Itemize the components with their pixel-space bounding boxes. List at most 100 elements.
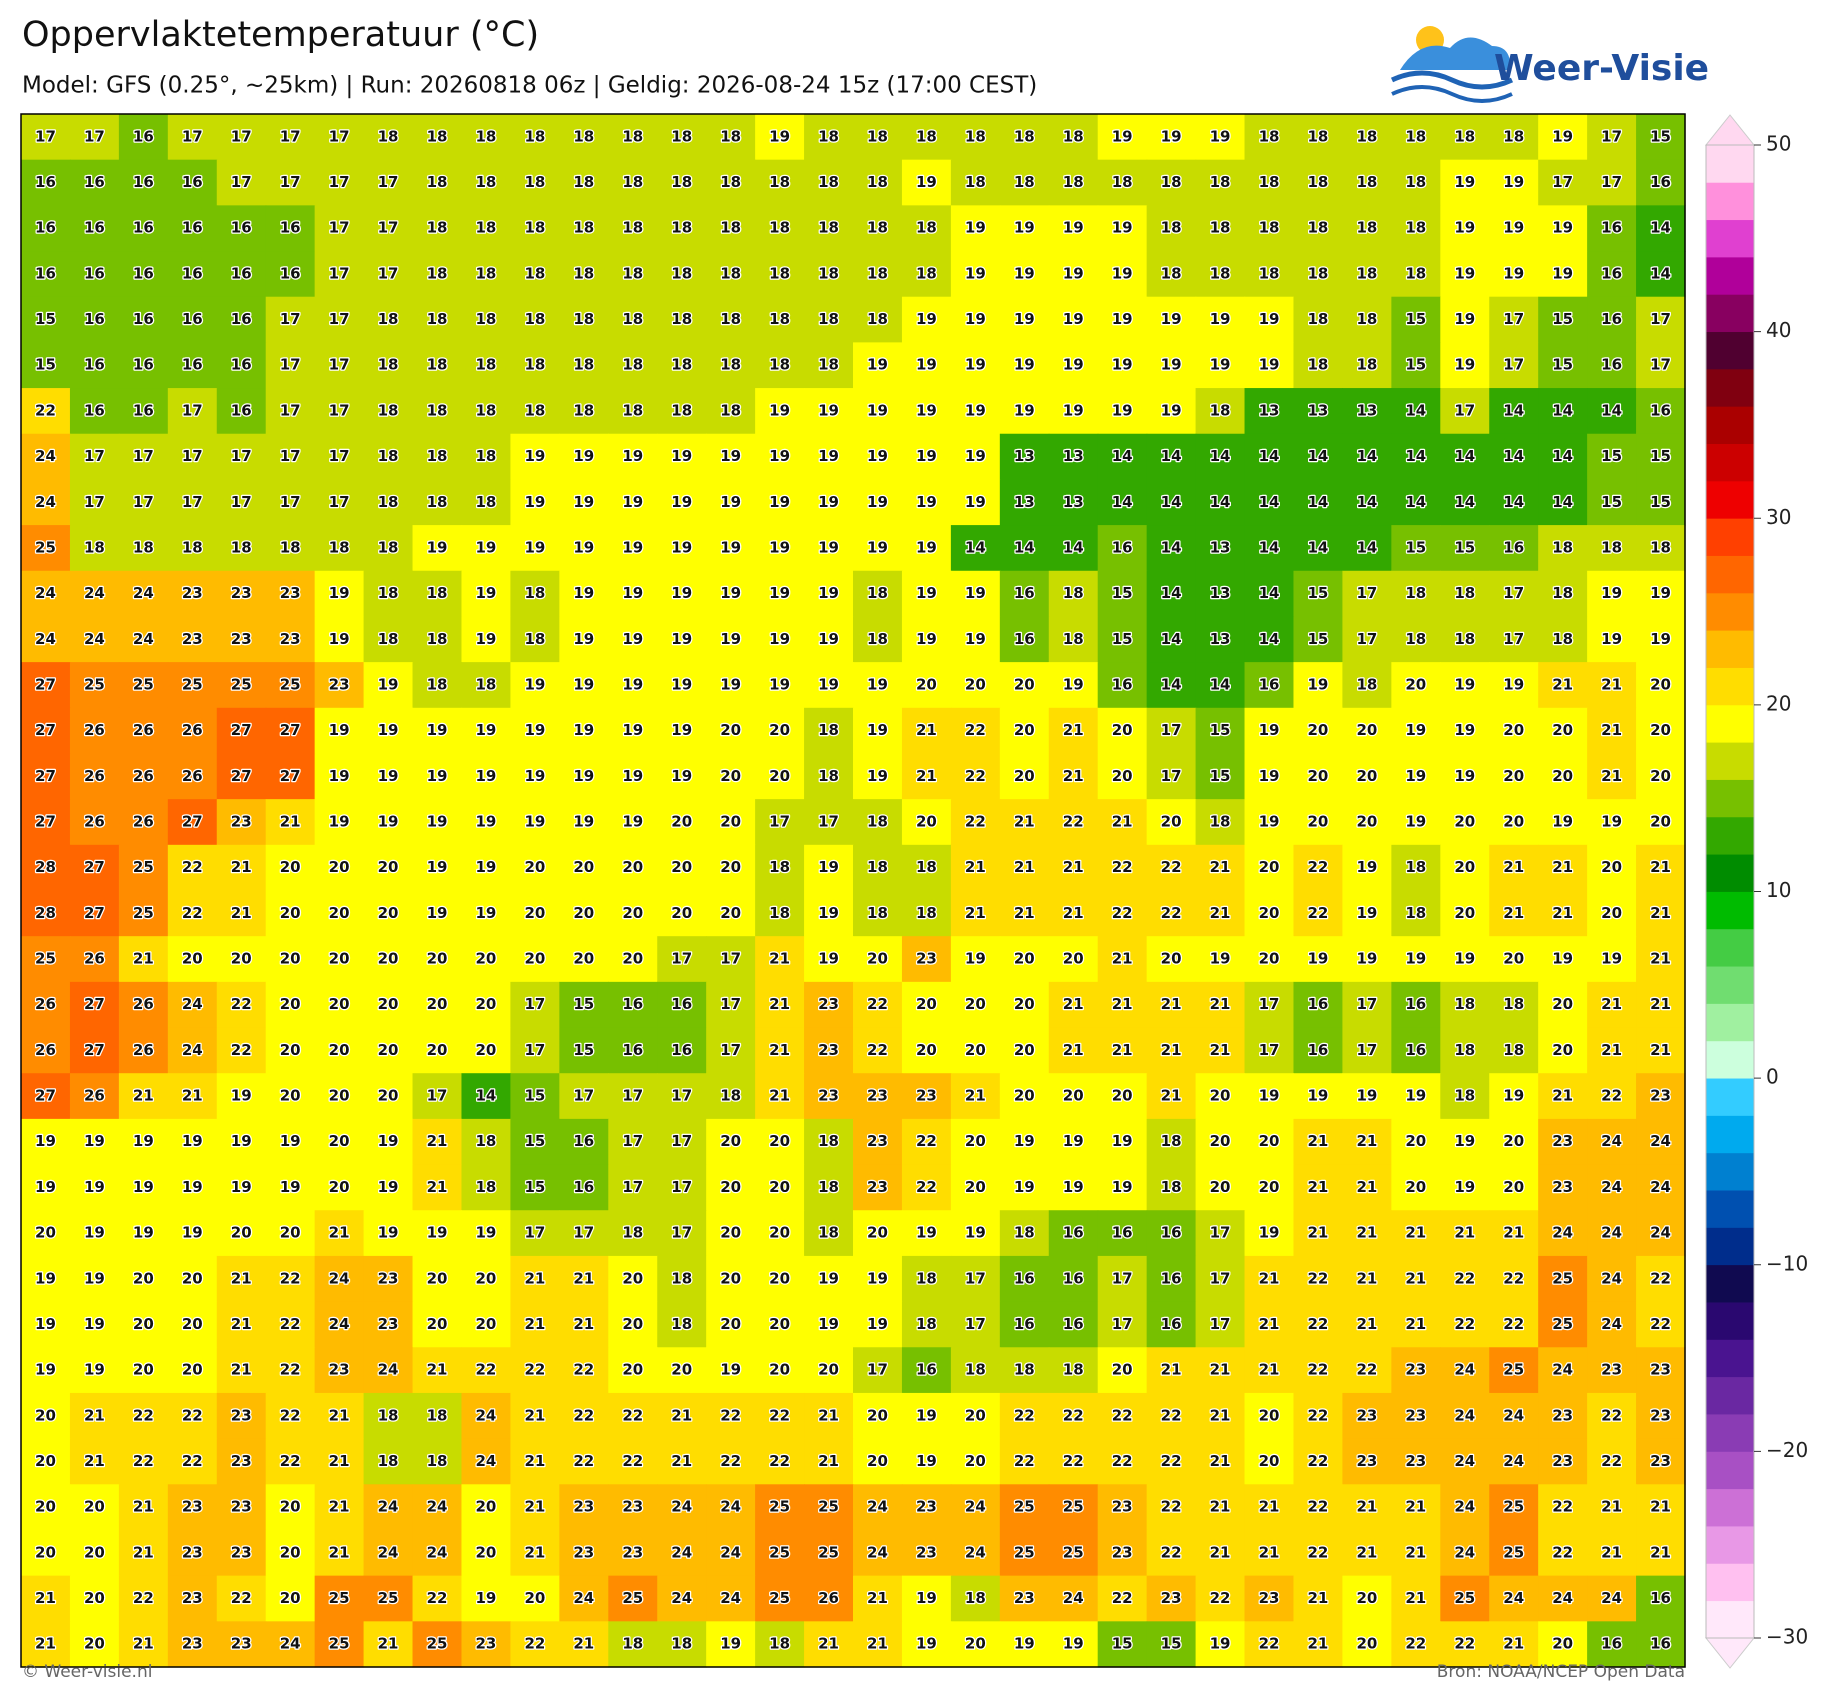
temp-cell <box>706 1621 756 1668</box>
temp-cell <box>1342 205 1392 252</box>
temp-label: 24 <box>1454 1406 1475 1424</box>
temp-label: 14 <box>1210 493 1231 511</box>
temp-label: 19 <box>84 1132 105 1150</box>
temp-cell <box>804 388 854 435</box>
temp-cell <box>950 890 1001 937</box>
temp-label: 17 <box>329 173 350 191</box>
temp-label: 19 <box>1259 1224 1280 1242</box>
temp-cell <box>1440 570 1490 618</box>
temp-cell <box>1097 1210 1148 1257</box>
temp-cell <box>853 1347 903 1394</box>
temp-cell <box>412 1118 463 1166</box>
temp-cell <box>461 1575 512 1622</box>
temp-cell <box>1440 342 1490 389</box>
temp-cell <box>363 844 414 892</box>
temp-cell <box>314 1255 365 1303</box>
temp-cell <box>1048 844 1099 892</box>
temp-cell <box>950 616 1001 663</box>
temp-label: 21 <box>1650 1041 1671 1059</box>
temp-label: 21 <box>769 1087 790 1105</box>
temp-cell <box>1391 1210 1441 1257</box>
temp-cell <box>1538 1210 1588 1257</box>
temp-label: 21 <box>573 1269 594 1287</box>
temp-label: 15 <box>1161 1635 1182 1653</box>
temp-label: 19 <box>671 584 692 602</box>
temp-cell <box>706 799 756 846</box>
temp-label: 18 <box>1356 219 1377 237</box>
temp-cell <box>1342 707 1392 755</box>
temp-label: 19 <box>84 1224 105 1242</box>
temp-label: 19 <box>1454 264 1475 282</box>
temp-cell <box>461 707 512 755</box>
temp-label: 17 <box>231 447 252 465</box>
temp-label: 20 <box>1356 1589 1377 1607</box>
temp-cell <box>1146 159 1197 206</box>
temp-label: 19 <box>1601 812 1622 830</box>
temp-cell <box>608 936 658 983</box>
temp-label: 20 <box>573 904 594 922</box>
temp-cell <box>69 1529 120 1577</box>
temp-cell <box>1097 707 1148 755</box>
temp-cell <box>1097 1118 1148 1166</box>
temp-cell <box>1146 1484 1197 1531</box>
temp-cell <box>167 616 218 663</box>
temp-cell <box>755 479 805 526</box>
temp-label: 17 <box>1503 310 1524 328</box>
temp-cell <box>1489 1301 1539 1348</box>
temp-label: 16 <box>1161 1315 1182 1333</box>
temp-label: 17 <box>84 127 105 145</box>
temp-cell <box>1538 616 1588 663</box>
temp-cell <box>1293 342 1344 389</box>
temp-cell <box>21 388 71 435</box>
temp-cell <box>363 707 414 755</box>
temp-cell <box>1293 1073 1344 1120</box>
temp-label: 20 <box>280 1589 301 1607</box>
temp-cell <box>1538 1484 1588 1531</box>
temp-cell <box>657 433 707 481</box>
temp-cell <box>999 159 1050 206</box>
temp-cell <box>999 1392 1050 1440</box>
temp-cell <box>118 753 169 800</box>
temp-label: 19 <box>818 630 839 648</box>
temp-label: 23 <box>231 1543 252 1561</box>
temp-label: 19 <box>378 675 399 693</box>
temp-cell <box>1440 251 1490 298</box>
temp-cell <box>216 1118 267 1166</box>
temp-label: 24 <box>378 1361 399 1379</box>
temp-cell <box>265 844 316 892</box>
temp-label: 18 <box>671 1269 692 1287</box>
temp-cell <box>1293 1438 1344 1485</box>
temp-label: 19 <box>1210 310 1231 328</box>
temp-cell <box>1489 1392 1539 1440</box>
temp-label: 21 <box>1650 858 1671 876</box>
temp-cell <box>412 616 463 663</box>
temp-label: 22 <box>1308 1543 1329 1561</box>
temp-label: 19 <box>84 1315 105 1333</box>
temp-label: 21 <box>1356 1178 1377 1196</box>
temp-cell <box>999 1301 1050 1348</box>
temp-label: 26 <box>84 950 105 968</box>
temp-label: 19 <box>1161 127 1182 145</box>
temp-label: 21 <box>524 1452 545 1470</box>
temp-label: 20 <box>965 1635 986 1653</box>
temp-cell <box>1342 1484 1392 1531</box>
temp-cell <box>510 936 560 983</box>
temp-label: 17 <box>524 1224 545 1242</box>
temp-cell <box>1048 525 1099 572</box>
temp-label: 14 <box>1161 538 1182 556</box>
temp-label: 19 <box>965 401 986 419</box>
colorbar-tick-label: 30 <box>1766 505 1791 529</box>
temp-label: 19 <box>720 1361 741 1379</box>
temp-cell <box>314 844 365 892</box>
temp-label: 17 <box>329 264 350 282</box>
temp-label: 16 <box>133 127 154 145</box>
temp-label: 14 <box>1161 584 1182 602</box>
temp-cell <box>1048 981 1099 1029</box>
temp-label: 21 <box>524 1543 545 1561</box>
temp-label: 15 <box>1405 538 1426 556</box>
temp-label: 18 <box>427 493 448 511</box>
temp-label: 24 <box>1454 1452 1475 1470</box>
temp-cell <box>608 1118 658 1166</box>
temp-label: 20 <box>720 721 741 739</box>
temp-label: 20 <box>329 950 350 968</box>
